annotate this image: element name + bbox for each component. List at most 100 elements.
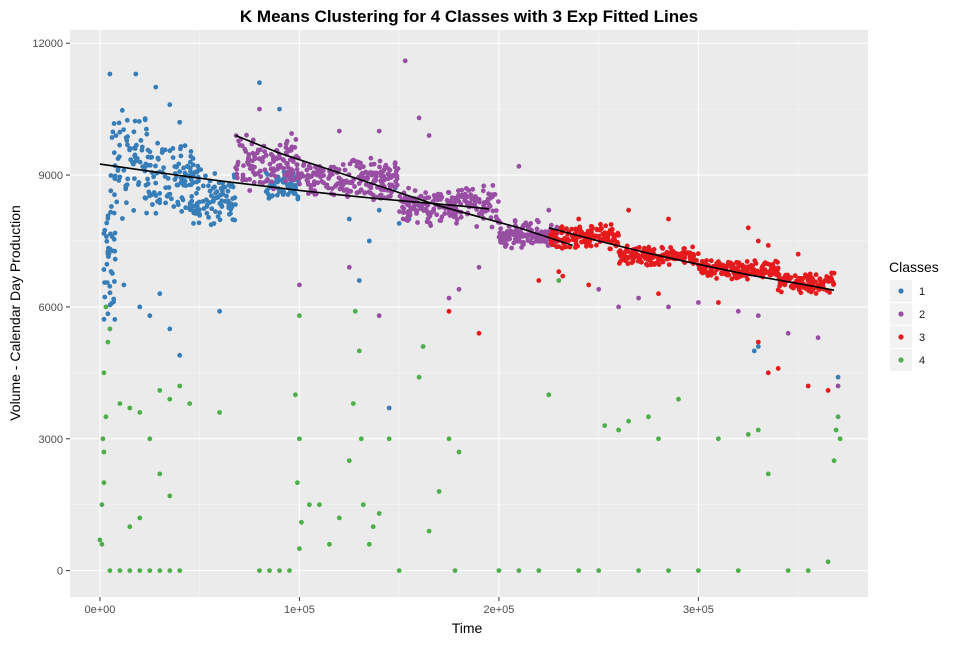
point-series-2: [438, 192, 443, 197]
point-series-1: [178, 153, 184, 159]
point-series-1: [144, 126, 149, 132]
point-series-3: [805, 383, 811, 389]
point-series-2: [308, 186, 314, 192]
point-series-2: [383, 162, 389, 168]
point-series-4: [101, 480, 107, 486]
point-series-1: [177, 169, 183, 175]
point-series-2: [755, 313, 761, 319]
point-series-4: [327, 541, 332, 547]
point-series-2: [548, 222, 554, 228]
point-series-1: [109, 301, 114, 306]
point-series-4: [370, 524, 376, 530]
point-series-1: [125, 142, 130, 148]
point-series-1: [191, 221, 196, 226]
point-series-1: [213, 195, 219, 201]
point-series-4: [745, 432, 751, 437]
point-series-3: [592, 233, 598, 239]
point-series-2: [354, 163, 360, 169]
point-series-2: [258, 174, 264, 179]
point-series-2: [536, 219, 541, 225]
point-series-1: [201, 206, 207, 212]
point-series-2: [356, 181, 362, 186]
point-series-2: [448, 199, 454, 205]
point-series-2: [459, 194, 465, 200]
point-series-3: [632, 251, 637, 257]
point-series-3: [755, 238, 761, 244]
point-series-2: [285, 164, 291, 170]
point-series-3: [647, 257, 653, 262]
point-series-1: [188, 207, 193, 213]
point-series-2: [297, 181, 302, 187]
point-series-4: [716, 436, 721, 442]
point-series-1: [105, 311, 111, 317]
point-series-1: [123, 135, 129, 141]
point-series-1: [147, 149, 153, 155]
point-series-1: [117, 129, 123, 135]
legend-title: Classes: [889, 259, 939, 275]
fit-2-line: [235, 134, 573, 247]
point-series-2: [414, 211, 419, 216]
point-series-1: [178, 144, 184, 149]
point-series-1: [222, 198, 228, 204]
point-series-3: [646, 244, 652, 250]
point-series-4: [602, 423, 608, 428]
point-series-2: [416, 115, 422, 121]
point-series-3: [664, 249, 670, 255]
point-series-4: [346, 458, 352, 464]
fit-3-line: [548, 227, 835, 291]
point-series-4: [352, 308, 358, 314]
point-series-4: [496, 568, 502, 573]
legend-swatch-4: [898, 357, 904, 363]
point-series-2: [299, 171, 304, 177]
point-series-3: [625, 261, 631, 267]
point-series-2: [368, 162, 374, 167]
point-series-3: [800, 276, 805, 281]
point-series-3: [709, 269, 714, 274]
point-series-2: [393, 173, 398, 179]
point-series-4: [127, 524, 133, 530]
point-series-2: [445, 189, 451, 195]
series-1-points: [101, 71, 841, 411]
point-series-3: [556, 244, 562, 250]
point-series-2: [294, 162, 300, 168]
y-tick-label: 3000: [39, 434, 63, 446]
point-series-2: [291, 177, 297, 183]
point-series-2: [381, 173, 387, 179]
point-series-4: [297, 313, 302, 319]
point-series-3: [560, 273, 566, 279]
point-series-3: [699, 268, 705, 274]
fitted-lines: [99, 134, 835, 291]
point-series-4: [596, 568, 602, 573]
point-series-2: [366, 189, 371, 195]
point-series-2: [539, 237, 544, 243]
point-series-3: [588, 243, 594, 249]
point-series-2: [446, 295, 452, 301]
point-series-2: [496, 199, 501, 205]
point-series-1: [108, 188, 114, 194]
point-series-1: [131, 161, 136, 167]
point-series-1: [108, 173, 114, 178]
point-series-3: [651, 247, 657, 252]
point-series-1: [188, 177, 194, 182]
point-series-1: [217, 201, 223, 206]
point-series-1: [233, 202, 238, 208]
point-series-4: [446, 436, 452, 442]
point-series-2: [406, 201, 412, 207]
point-series-3: [795, 251, 801, 257]
point-series-2: [412, 188, 418, 194]
point-series-4: [646, 414, 651, 420]
point-series-2: [456, 286, 462, 292]
point-series-2: [257, 147, 263, 153]
x-tick-label: 0e+00: [84, 604, 115, 616]
point-series-2: [479, 211, 485, 217]
point-series-1: [104, 261, 110, 267]
x-tick-label: 2e+05: [483, 604, 514, 616]
point-series-4: [299, 519, 304, 525]
point-series-4: [452, 568, 458, 573]
point-series-4: [177, 383, 183, 389]
point-series-3: [589, 230, 594, 235]
point-series-1: [196, 199, 202, 205]
point-series-1: [157, 191, 163, 196]
point-series-1: [151, 190, 157, 195]
point-series-1: [147, 313, 153, 319]
